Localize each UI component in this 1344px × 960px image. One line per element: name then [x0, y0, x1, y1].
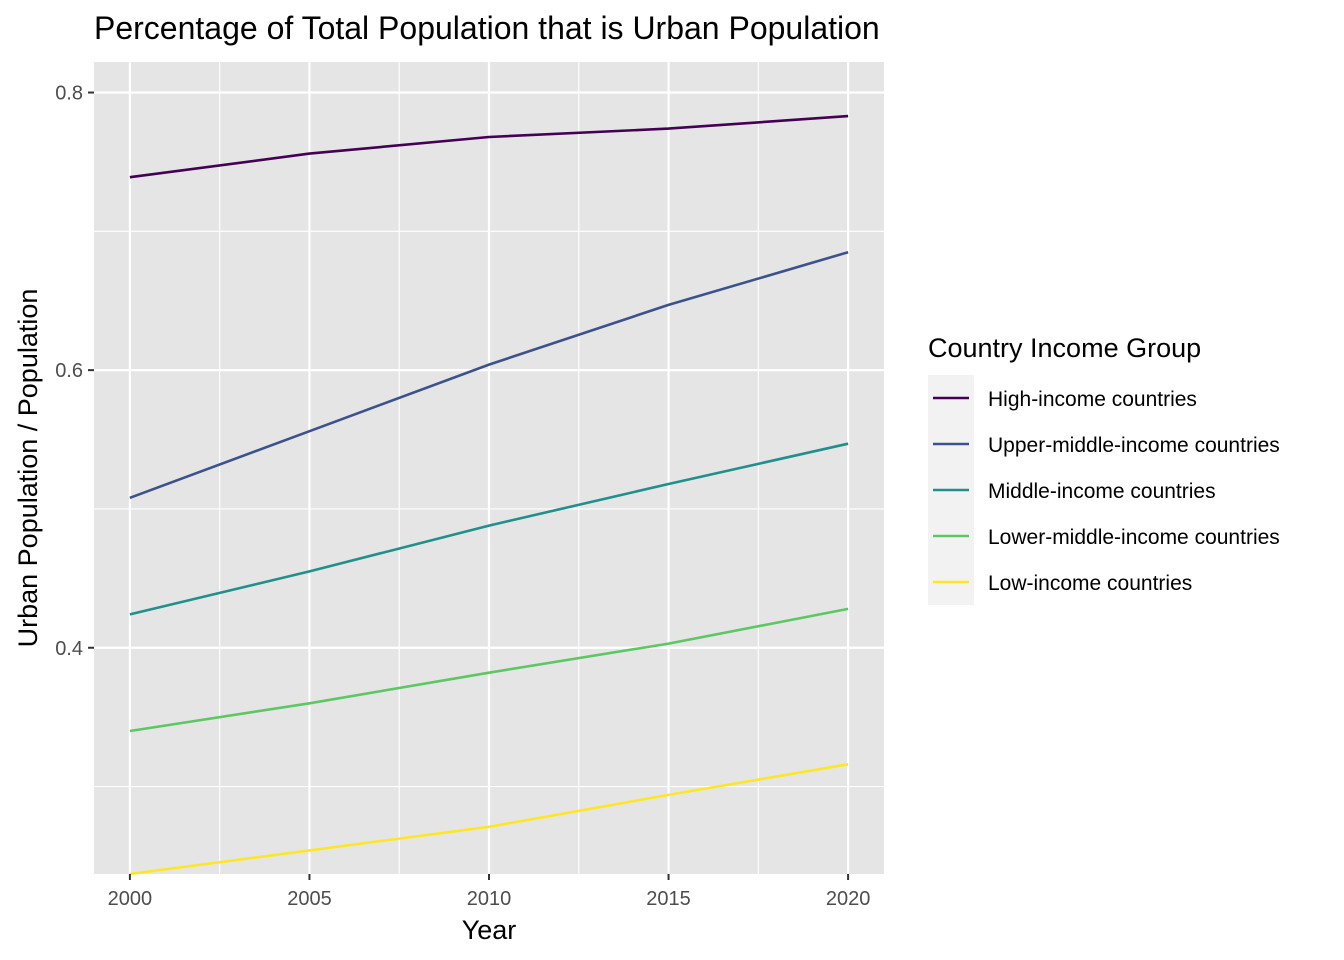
- x-axis: 2000 2005 2010 2015 2020: [108, 874, 871, 910]
- chart-title: Percentage of Total Population that is U…: [94, 10, 880, 46]
- series-line-lower-middle-income-countries: [129, 607, 849, 733]
- y-tick-label: 0.8: [55, 83, 83, 105]
- major-gridlines: [94, 62, 884, 874]
- series-line-low-income-countries: [129, 763, 849, 876]
- x-tick-label: 2020: [826, 888, 871, 910]
- legend-label: High-income countries: [988, 388, 1197, 411]
- series-line-high-income-countries: [129, 114, 849, 179]
- legend-label: Middle-income countries: [988, 480, 1216, 503]
- legend: Country Income Group High-income countri…: [928, 333, 1280, 605]
- x-tick-label: 2015: [646, 888, 691, 910]
- y-tick-label: 0.6: [55, 360, 83, 382]
- legend-title: Country Income Group: [928, 333, 1201, 363]
- y-axis: 0.4 0.6 0.8: [55, 83, 94, 660]
- series-line-upper-middle-income-countries: [129, 250, 849, 500]
- series-lines: [129, 114, 849, 876]
- y-axis-title: Urban Population / Population: [13, 289, 43, 648]
- legend-label: Low-income countries: [988, 572, 1192, 595]
- x-tick-label: 2005: [287, 888, 332, 910]
- y-tick-label: 0.4: [55, 638, 83, 660]
- x-tick-label: 2010: [467, 888, 512, 910]
- x-axis-title: Year: [462, 915, 517, 945]
- x-tick-label: 2000: [108, 888, 153, 910]
- legend-label: Upper-middle-income countries: [988, 434, 1280, 457]
- series-line-middle-income-countries: [129, 442, 849, 616]
- legend-label: Lower-middle-income countries: [988, 526, 1280, 549]
